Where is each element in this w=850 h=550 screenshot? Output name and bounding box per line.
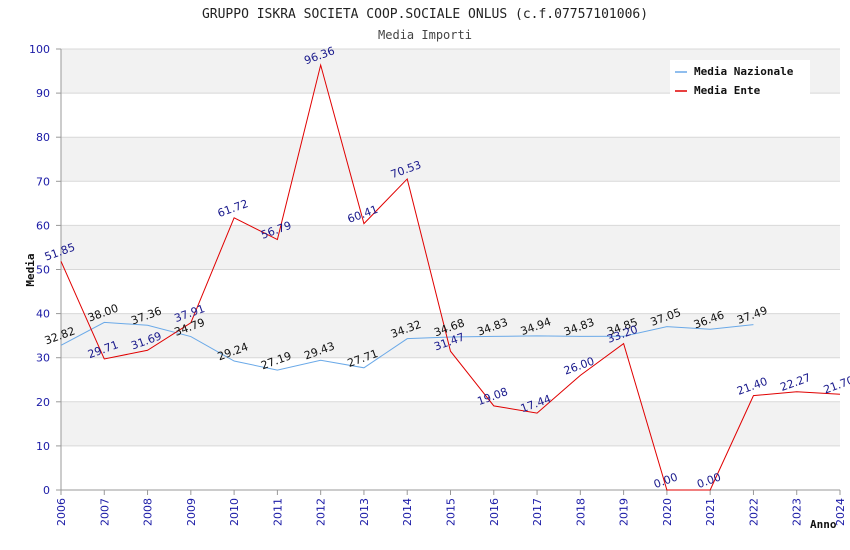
x-tick-label: 2012: [315, 498, 328, 526]
plot-band: [61, 357, 840, 402]
y-tick-label: 0: [43, 484, 50, 497]
x-axis-label: Anno: [810, 518, 837, 531]
x-tick-label: 2009: [185, 498, 198, 526]
series-line-media-nazionale: [60, 321, 754, 371]
legend-label-media-ente: Media Ente: [694, 84, 761, 97]
x-tick-label: 2018: [574, 498, 587, 526]
y-tick-label: 10: [36, 440, 50, 453]
x-tick-label: 2013: [358, 498, 371, 526]
plot-band: [61, 401, 840, 446]
x-tick-label: 2006: [55, 498, 68, 526]
x-tick-label: 2010: [228, 498, 241, 526]
legend-box: [670, 60, 810, 98]
y-tick-label: 30: [36, 352, 50, 365]
plot-band: [61, 93, 840, 138]
y-tick-label: 50: [36, 264, 50, 277]
plot-band: [61, 445, 840, 490]
series-line-media-ente: [60, 63, 841, 491]
x-tick-label: 2024: [834, 498, 847, 526]
x-tick-label: 2017: [531, 498, 544, 526]
plot-band: [61, 181, 840, 226]
legend: Media Nazionale Media Ente: [670, 60, 810, 98]
y-axis-ticks: 0 10 20 30 40 50 60 70 80 90 100: [29, 43, 50, 497]
x-tick-label: 2023: [791, 498, 804, 526]
y-tick-label: 20: [36, 396, 50, 409]
x-axis-ticks: 2006 2007 2008 2009 2010 2011 2012 2013 2014 2015…: [55, 498, 847, 526]
y-tick-label: 100: [29, 43, 50, 56]
x-tick-label: 2016: [488, 498, 501, 526]
chart-title: GRUPPO ISKRA SOCIETA COOP.SOCIALE ONLUS …: [202, 7, 648, 22]
x-tick-label: 2008: [142, 498, 155, 526]
plot-background: [61, 49, 840, 490]
x-tick-label: 2020: [661, 498, 674, 526]
x-tick-label: 2021: [704, 498, 717, 526]
chart-subtitle: Media Importi: [378, 28, 472, 42]
y-axis-label: Media: [24, 253, 37, 286]
x-tick-label: 2007: [98, 498, 111, 526]
plot-band: [61, 137, 840, 182]
series-lines: [60, 63, 841, 491]
y-tick-label: 80: [36, 131, 50, 144]
plot-band: [61, 225, 840, 270]
x-tick-label: 2022: [747, 498, 760, 526]
x-tick-label: 2019: [618, 498, 631, 526]
y-tick-label: 90: [36, 87, 50, 100]
x-tick-label: 2015: [445, 498, 458, 526]
y-tick-label: 40: [36, 308, 50, 321]
plot-band: [61, 269, 840, 314]
legend-label-media-nazionale: Media Nazionale: [694, 65, 794, 78]
x-tick-label: 2011: [271, 498, 284, 526]
y-tick-label: 70: [36, 175, 50, 188]
x-tick-label: 2014: [401, 498, 414, 526]
y-tick-label: 60: [36, 219, 50, 232]
